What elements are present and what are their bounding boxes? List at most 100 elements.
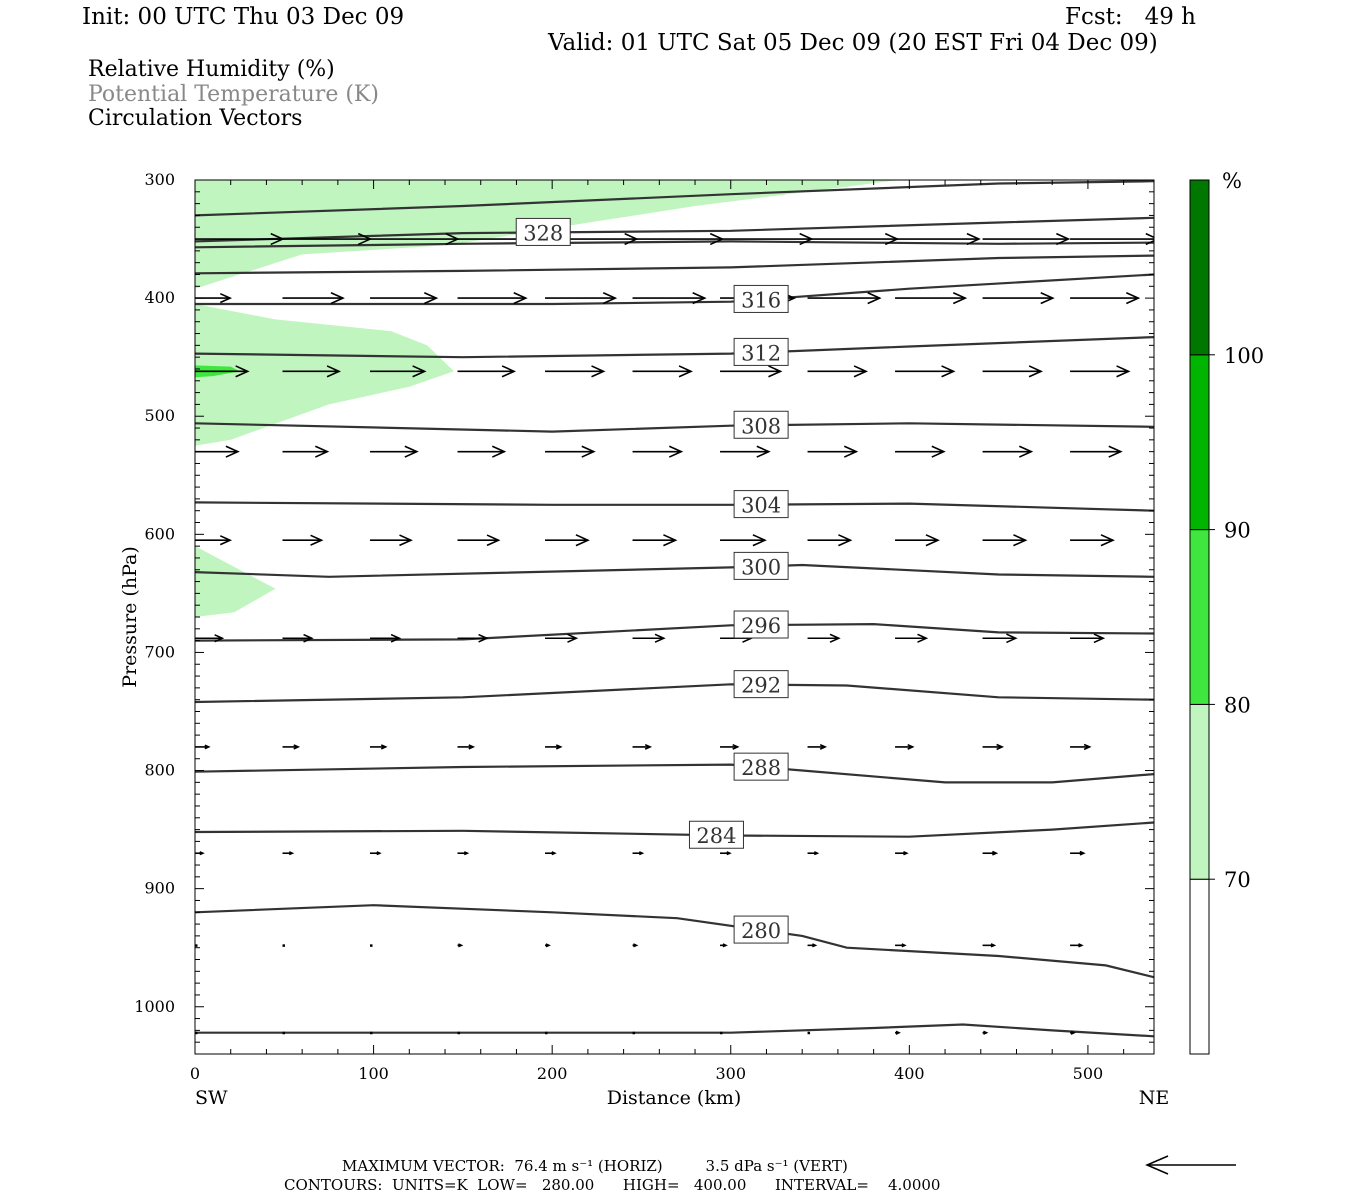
- wind-vector: [1070, 445, 1123, 458]
- wind-vector: [807, 943, 818, 948]
- wind-vector: [282, 534, 324, 546]
- colorbar-tick-label: 70: [1224, 868, 1251, 892]
- relative-humidity-fill: [195, 180, 899, 617]
- wind-vector: [545, 943, 551, 948]
- contour-label-text: 296: [741, 614, 781, 638]
- potential-temperature-contours: [195, 180, 1154, 1038]
- wind-vector: [370, 534, 413, 547]
- theta-contour-288: [195, 763, 1154, 784]
- y-tick-label: 400: [144, 288, 175, 307]
- contour-label-text: 292: [741, 674, 781, 698]
- wind-vector: [282, 851, 295, 856]
- wind-vector: [545, 633, 579, 643]
- contour-label-292: 292: [733, 670, 789, 699]
- contour-label-text: 308: [741, 414, 781, 438]
- wind-vector: [895, 851, 909, 856]
- wind-vector: [632, 943, 639, 948]
- legend-relative-humidity: Relative Humidity (%): [88, 57, 335, 82]
- wind-vector: [982, 743, 1005, 751]
- x-tick-label: 300: [715, 1064, 746, 1083]
- wind-vector: [1070, 743, 1092, 751]
- axes: 300 400 500 600 700 800 900 1000 0 100 200 300 400 50…: [134, 170, 1154, 1083]
- wind-vector: [895, 232, 981, 246]
- wind-vector: [982, 1030, 989, 1035]
- wind-vector: [982, 850, 999, 856]
- circulation-vectors: [195, 232, 1154, 1035]
- wind-vector: [895, 633, 929, 643]
- wind-vector: [720, 1031, 723, 1035]
- x-left-end-label: SW: [195, 1087, 228, 1109]
- colorbar-band: [1189, 529, 1210, 705]
- y-tick-label: 600: [144, 524, 175, 543]
- x-tick-label: 400: [894, 1064, 925, 1083]
- wind-vector: [632, 851, 645, 856]
- wind-vector: [545, 445, 596, 458]
- theta-contour-296: [195, 622, 1154, 642]
- wind-vector: [1070, 232, 1154, 246]
- x-tick-label: 100: [358, 1064, 389, 1083]
- contour-label-288: 288: [733, 752, 789, 781]
- contour-label-text: 300: [741, 555, 781, 579]
- wind-vector: [282, 291, 345, 305]
- x-tick-label: 200: [537, 1064, 568, 1083]
- rh-region-3: [195, 546, 276, 617]
- wind-vector: [632, 365, 693, 378]
- contour-label-328: 328: [515, 217, 571, 246]
- wind-vector: [632, 291, 707, 305]
- wind-vector: [195, 365, 250, 378]
- rh-region-0: [195, 180, 899, 289]
- wind-vector: [720, 365, 783, 378]
- wind-vector: [457, 633, 489, 643]
- x-tick-label: 500: [1073, 1064, 1104, 1083]
- colorbar-band: [1189, 179, 1210, 356]
- wind-vector: [720, 943, 728, 948]
- wind-vector: [982, 943, 997, 948]
- theta-contour-312: [195, 336, 1154, 359]
- contour-label-text: 280: [741, 919, 781, 943]
- theta-contour-316: [195, 273, 1154, 306]
- wind-vector: [807, 365, 868, 378]
- contour-label-308: 308: [733, 410, 789, 439]
- wind-vector: [720, 534, 767, 547]
- wind-vector: [895, 943, 907, 948]
- y-tick-label: 700: [144, 642, 175, 661]
- valid-time: Valid: 01 UTC Sat 05 Dec 09 (20 EST Fri …: [548, 30, 1158, 56]
- colorbar-band: [1189, 703, 1210, 880]
- wind-vector: [1070, 534, 1115, 547]
- contour-label-text: 328: [523, 221, 563, 245]
- legend-circulation-vectors: Circulation Vectors: [88, 106, 303, 131]
- wind-vector: [370, 291, 439, 305]
- reference-vector-head: [1145, 1155, 1169, 1175]
- theta-contour-0: [195, 180, 1154, 217]
- contour-label-text: 312: [741, 341, 781, 365]
- forecast-hour: Fcst: 49 h: [1065, 4, 1196, 30]
- theta-contour-280: [195, 904, 1154, 979]
- wind-vector: [720, 851, 732, 856]
- contour-label-304: 304: [733, 490, 789, 519]
- wind-vector: [807, 291, 882, 305]
- wind-vector: [982, 534, 1028, 547]
- x-right-end-label: NE: [1139, 1087, 1170, 1109]
- contour-label-text: 288: [741, 756, 781, 780]
- x-tick-label: 0: [190, 1064, 200, 1083]
- wind-vector: [895, 534, 940, 547]
- wind-vector: [282, 365, 342, 378]
- wind-vector: [982, 365, 1044, 378]
- theta-contour-292: [195, 683, 1154, 704]
- wind-vector: [457, 291, 528, 305]
- wind-vector: [632, 633, 666, 643]
- wind-vector: [895, 743, 915, 750]
- theta-contour-300: [195, 563, 1154, 578]
- wind-vector: [282, 633, 314, 643]
- wind-vector: [1070, 633, 1106, 644]
- theta-contour-3: [195, 254, 1154, 275]
- wind-vector: [195, 535, 233, 546]
- wind-vector: [282, 944, 286, 947]
- theta-contour-328: [195, 216, 1154, 243]
- wind-vector: [632, 534, 678, 547]
- y-tick-label: 500: [144, 406, 175, 425]
- contour-label-280: 280: [733, 915, 789, 944]
- wind-vector: [807, 1031, 811, 1035]
- y-tick-label: 900: [144, 879, 175, 898]
- wind-vector: [457, 943, 464, 948]
